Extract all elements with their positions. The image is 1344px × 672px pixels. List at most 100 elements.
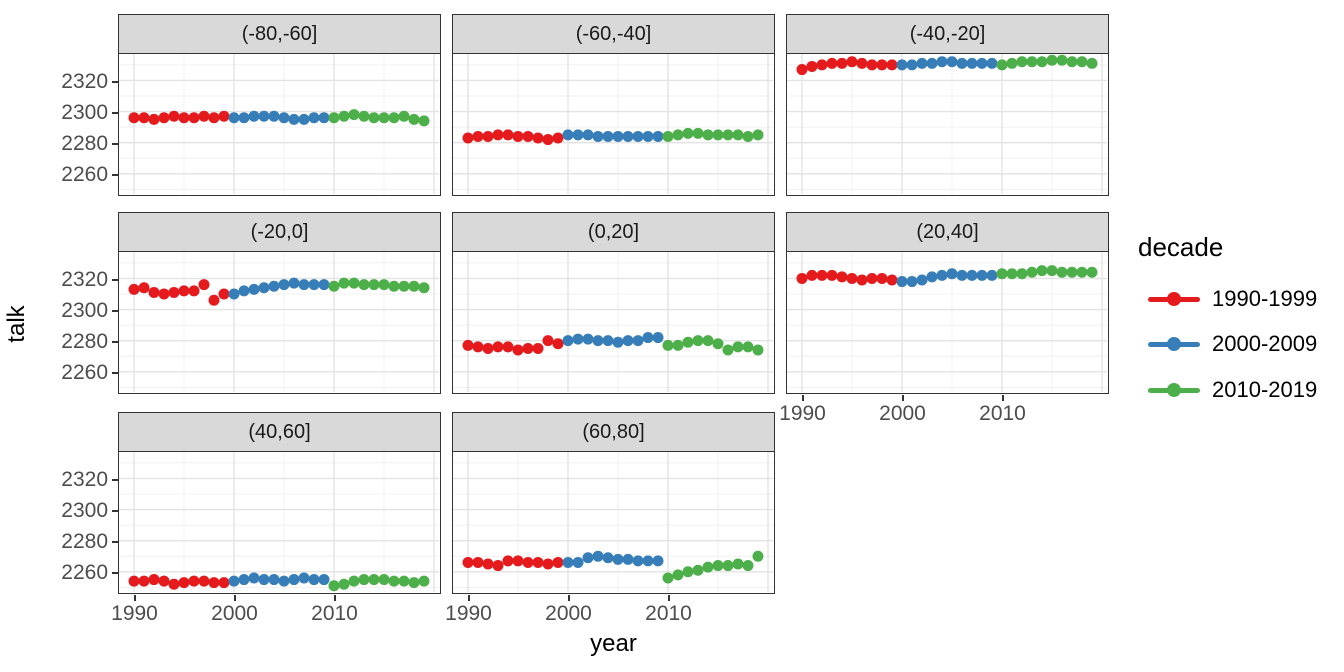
data-point	[602, 130, 614, 142]
data-point	[652, 331, 664, 343]
data-point	[138, 575, 150, 587]
data-point	[986, 57, 998, 69]
data-point	[338, 277, 350, 289]
data-point	[482, 558, 494, 569]
x-tick-mark	[801, 395, 804, 401]
data-point	[138, 281, 150, 293]
data-point	[672, 339, 684, 351]
data-point	[796, 63, 808, 75]
data-point	[148, 573, 160, 585]
legend-key	[1148, 330, 1200, 358]
facet-panel: (-40,-20]	[786, 14, 1109, 196]
data-point	[562, 334, 574, 346]
data-point	[388, 280, 400, 292]
data-point	[996, 267, 1008, 279]
data-point	[752, 344, 764, 355]
data-point	[228, 288, 240, 299]
plot-panel	[452, 250, 775, 394]
data-point	[582, 551, 594, 563]
data-point	[308, 278, 320, 290]
facet-strip-label: (0,20]	[587, 220, 640, 243]
data-point	[378, 111, 390, 123]
data-point	[462, 556, 474, 568]
data-point	[826, 57, 838, 69]
data-point	[622, 553, 634, 565]
y-axis-title: talk	[3, 305, 30, 343]
data-point	[602, 334, 614, 346]
facet-strip-label: (60,80]	[582, 420, 645, 443]
y-tick-label: 2260	[61, 163, 108, 187]
x-tick-mark	[467, 595, 470, 601]
x-tick-mark	[567, 595, 570, 601]
y-tick-label: 2280	[61, 132, 108, 156]
data-point	[1006, 57, 1018, 69]
facet-panel: (20,40] 1990 2000 2010	[779, 212, 1109, 425]
data-point	[522, 342, 534, 354]
y-tick-mark	[112, 174, 118, 177]
data-point	[188, 575, 200, 587]
data-point	[208, 294, 220, 306]
facet-panel: (40,60] 2320 2300 2280 2260 1990 2000 2010	[61, 412, 441, 625]
y-tick-label: 2300	[61, 499, 108, 523]
data-point	[522, 130, 534, 142]
x-tick-label: 2010	[311, 602, 358, 625]
data-point	[228, 111, 240, 123]
data-point	[976, 57, 988, 69]
data-point	[198, 278, 210, 290]
data-point	[692, 334, 704, 346]
data-point	[158, 575, 170, 587]
data-point	[168, 286, 180, 298]
data-point	[816, 58, 828, 70]
data-point	[642, 331, 654, 343]
data-point	[502, 340, 514, 352]
data-point	[886, 58, 898, 70]
data-point	[398, 110, 410, 122]
data-point	[208, 111, 220, 123]
data-point	[1076, 266, 1088, 278]
facet-strip-label: (-20,0]	[250, 220, 309, 243]
data-point	[946, 55, 958, 67]
data-point	[462, 339, 474, 351]
data-point	[662, 339, 674, 351]
legend-item-label: 1990-1999	[1212, 286, 1318, 311]
data-point	[866, 58, 878, 70]
x-tick-label: 1990	[445, 602, 492, 625]
data-point	[692, 127, 704, 139]
y-tick-mark	[112, 112, 118, 115]
data-point	[592, 334, 604, 346]
x-tick-mark	[1001, 395, 1004, 401]
data-point	[348, 277, 360, 289]
data-point	[582, 128, 594, 140]
data-point	[612, 336, 624, 348]
y-tick-mark	[112, 510, 118, 513]
data-point	[248, 572, 260, 583]
data-point	[148, 286, 160, 298]
data-point	[722, 559, 734, 571]
data-point	[826, 269, 838, 281]
data-point	[682, 336, 694, 348]
data-point	[378, 573, 390, 585]
data-point	[418, 281, 430, 293]
data-point	[926, 57, 938, 69]
y-tick-mark	[112, 572, 118, 575]
data-point	[722, 344, 734, 355]
data-point	[388, 111, 400, 123]
data-point	[512, 344, 524, 355]
data-point	[886, 274, 898, 285]
data-point	[552, 337, 564, 349]
data-point	[806, 60, 818, 72]
data-point	[1026, 55, 1038, 67]
data-point	[522, 556, 534, 568]
data-point	[258, 110, 270, 122]
data-point	[742, 340, 754, 352]
data-point	[692, 564, 704, 576]
plot-panel	[452, 52, 775, 196]
y-tick-label: 2280	[61, 530, 108, 554]
facet-panel: (-20,0] 2320 2300 2280 2260	[61, 212, 441, 394]
panel-canvas	[119, 53, 439, 194]
facet-strip: (60,80]	[452, 412, 775, 452]
legend-key-dot-icon	[1167, 383, 1181, 397]
facet-strip-label: (-40,-20]	[909, 22, 986, 45]
x-tick-label: 2000	[211, 602, 258, 625]
data-point	[846, 55, 858, 67]
